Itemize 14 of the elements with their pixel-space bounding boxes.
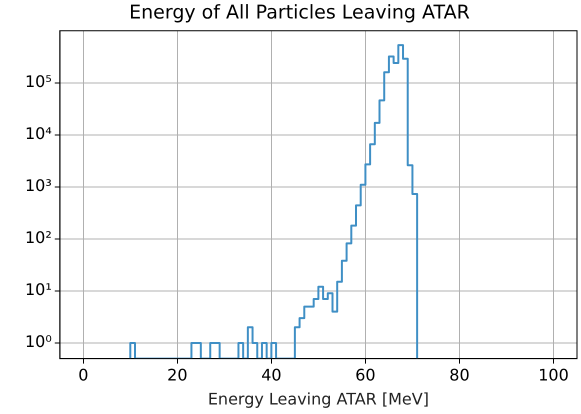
x-tick-label: 40 <box>261 365 282 384</box>
chart-title: Energy of All Particles Leaving ATAR <box>129 1 470 24</box>
x-tick-label: 80 <box>449 365 470 384</box>
x-tick-label: 100 <box>538 365 569 384</box>
y-tick-label: 10¹ <box>24 280 52 300</box>
y-tick-label: 10⁵ <box>24 72 52 91</box>
x-axis-title: Energy Leaving ATAR [MeV] <box>208 390 429 409</box>
y-tick-label: 10³ <box>24 176 52 196</box>
x-tick-label: 0 <box>78 365 88 384</box>
y-tick-label: 10⁴ <box>24 124 52 144</box>
x-tick-label: 60 <box>355 365 376 384</box>
x-tick-label: 20 <box>167 365 188 384</box>
y-tick-label: 10² <box>24 228 52 248</box>
y-tick-label: 10⁰ <box>24 332 52 352</box>
